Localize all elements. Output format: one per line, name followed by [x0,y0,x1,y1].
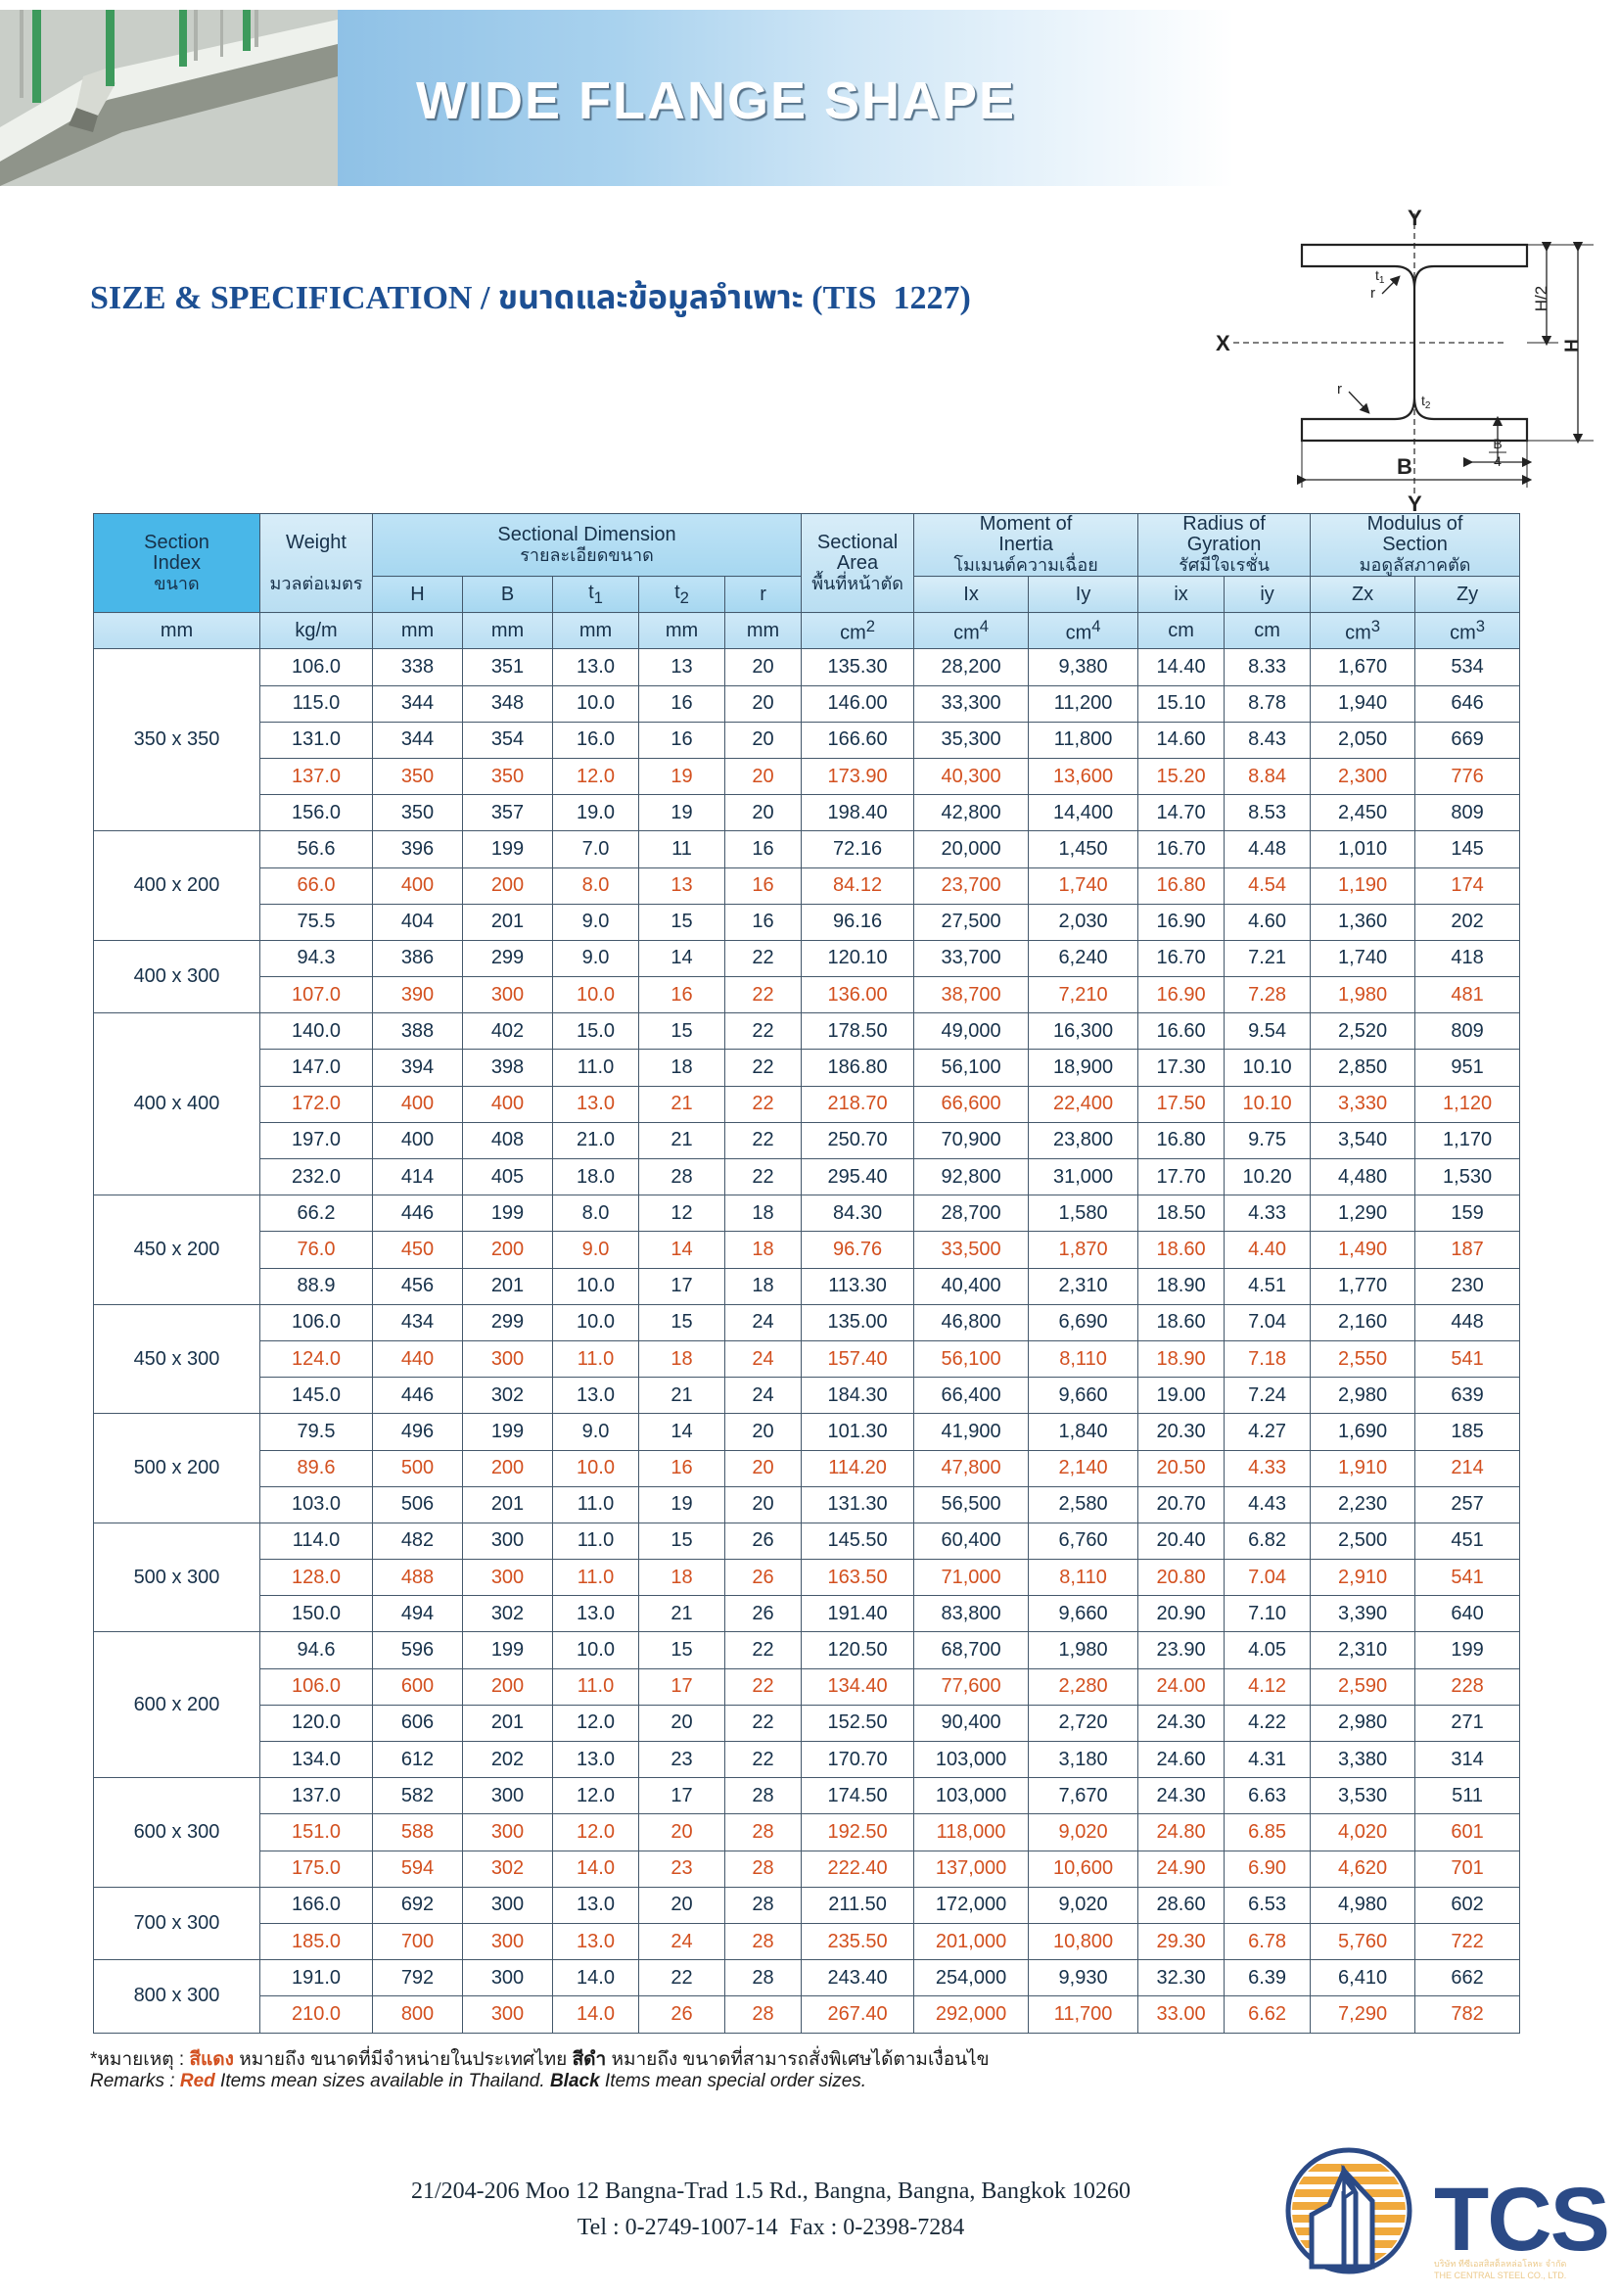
svg-text:บริษัท ทีซีเอสสิสต็ลหล่อโลหะ จ: บริษัท ทีซีเอสสิสต็ลหล่อโลหะ จำกัด [1434,2257,1567,2269]
svg-text:t1: t1 [1375,267,1385,286]
svg-text:t2: t2 [1421,393,1431,411]
svg-text:r: r [1370,285,1375,302]
svg-text:THE CENTRAL STEEL CO., LTD.: THE CENTRAL STEEL CO., LTD. [1434,2271,1566,2280]
svg-text:TCS: TCS [1434,2170,1608,2270]
svg-text:Y: Y [1408,206,1422,230]
svg-text:r: r [1337,381,1342,398]
svg-text:B: B [1397,454,1412,479]
svg-text:H: H [1562,339,1583,352]
svg-text:X: X [1216,331,1230,355]
svg-text:H/2: H/2 [1532,286,1550,311]
